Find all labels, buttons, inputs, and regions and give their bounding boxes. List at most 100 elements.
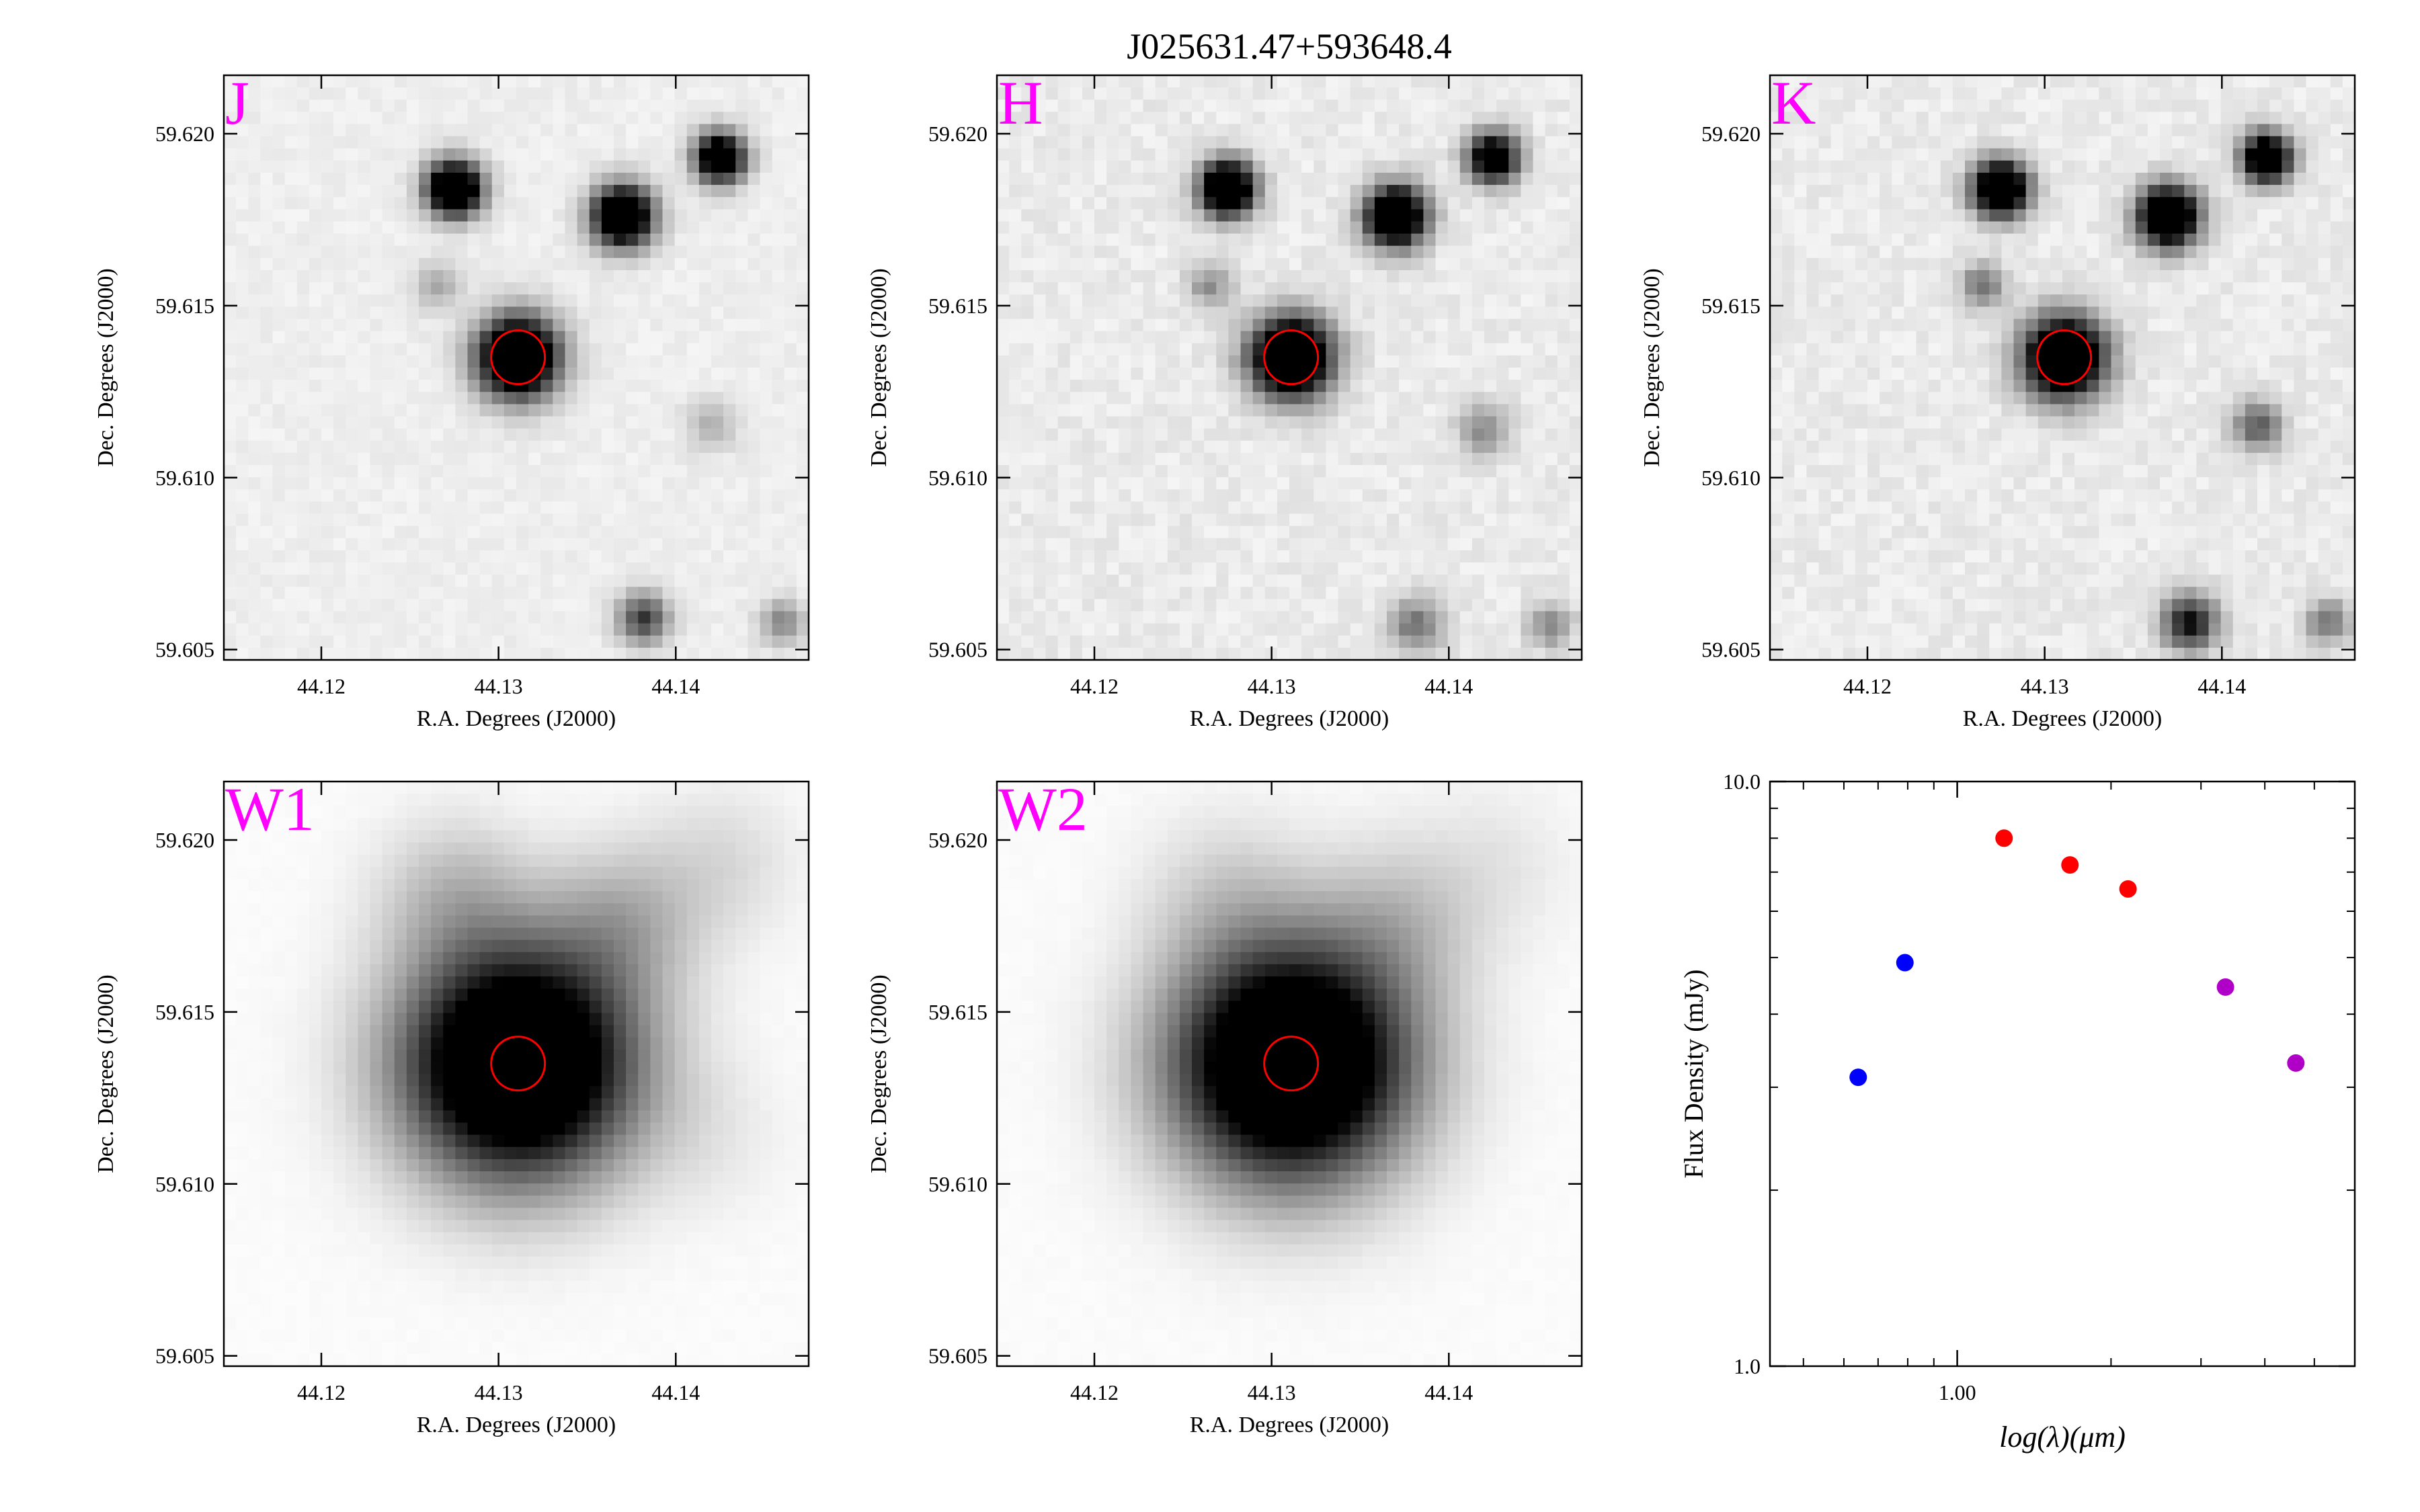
image-pixel xyxy=(1289,440,1302,454)
image-pixel xyxy=(1057,404,1071,417)
image-pixel xyxy=(1094,599,1107,612)
image-pixel xyxy=(382,294,395,307)
image-pixel xyxy=(491,124,505,137)
image-pixel xyxy=(650,392,663,405)
image-pixel xyxy=(431,526,444,539)
image-pixel xyxy=(333,526,346,539)
image-pixel xyxy=(516,550,529,563)
image-pixel xyxy=(419,404,432,417)
image-pixel xyxy=(1009,75,1022,88)
image-pixel xyxy=(1569,477,1582,490)
image-pixel xyxy=(1277,513,1290,527)
image-pixel xyxy=(748,404,760,417)
image-pixel xyxy=(455,270,468,283)
image-pixel xyxy=(601,647,614,661)
image-pixel xyxy=(553,368,565,380)
image-pixel xyxy=(467,257,481,271)
image-pixel xyxy=(1326,538,1338,551)
image-pixel xyxy=(455,575,468,587)
image-pixel xyxy=(479,647,493,661)
image-pixel xyxy=(1435,477,1449,490)
image-pixel xyxy=(1952,148,1966,161)
image-pixel xyxy=(503,465,517,478)
image-pixel xyxy=(528,538,541,551)
image-pixel xyxy=(2160,136,2173,149)
image-pixel xyxy=(1143,148,1156,161)
image-pixel xyxy=(467,87,481,100)
image-pixel xyxy=(1338,526,1351,539)
image-pixel xyxy=(674,160,688,173)
image-pixel xyxy=(1094,343,1107,356)
image-pixel xyxy=(772,306,785,319)
image-pixel xyxy=(260,368,273,380)
image-pixel xyxy=(760,513,773,527)
image-pixel xyxy=(406,392,419,405)
image-pixel xyxy=(1326,635,1338,648)
image-pixel xyxy=(1179,294,1193,307)
image-pixel xyxy=(1119,331,1131,344)
image-pixel xyxy=(1423,452,1436,466)
image-pixel xyxy=(455,538,468,551)
image-pixel xyxy=(479,440,493,454)
image-pixel xyxy=(662,112,676,124)
image-pixel xyxy=(1447,306,1461,319)
image-pixel xyxy=(2269,136,2282,149)
image-pixel xyxy=(638,319,651,332)
image-pixel xyxy=(406,343,419,356)
image-pixel xyxy=(528,526,541,539)
image-pixel xyxy=(1471,368,1485,380)
image-pixel xyxy=(760,477,773,490)
image-pixel xyxy=(503,355,517,368)
image-pixel xyxy=(321,173,334,185)
image-pixel xyxy=(614,428,627,442)
image-pixel xyxy=(1179,526,1193,539)
image-pixel xyxy=(735,124,748,137)
image-pixel xyxy=(1484,197,1497,210)
image-pixel xyxy=(309,233,322,247)
image-pixel xyxy=(1411,355,1424,368)
image-pixel xyxy=(1204,124,1217,137)
image-pixel xyxy=(711,440,724,454)
image-pixel xyxy=(1533,647,1546,661)
image-pixel xyxy=(1155,611,1168,624)
image-pixel xyxy=(370,282,383,295)
image-pixel xyxy=(553,257,565,271)
image-pixel xyxy=(1143,233,1156,247)
image-pixel xyxy=(1326,623,1338,636)
image-pixel xyxy=(589,599,602,612)
image-pixel xyxy=(321,538,334,551)
image-pixel xyxy=(1435,319,1449,332)
image-pixel xyxy=(491,233,505,247)
image-pixel xyxy=(997,160,1010,173)
image-pixel xyxy=(1179,270,1193,283)
image-pixel xyxy=(528,112,541,124)
image-pixel xyxy=(1289,221,1302,235)
image-pixel xyxy=(1569,440,1582,454)
image-pixel xyxy=(1143,526,1156,539)
image-pixel xyxy=(455,611,468,624)
image-pixel xyxy=(2306,124,2319,137)
image-pixel xyxy=(431,575,444,587)
image-pixel xyxy=(711,331,724,344)
image-pixel xyxy=(1057,428,1071,442)
image-pixel xyxy=(382,465,395,478)
image-pixel xyxy=(1447,428,1461,442)
image-pixel xyxy=(1216,392,1229,405)
image-pixel xyxy=(1155,124,1168,137)
image-pixel xyxy=(662,343,676,356)
image-pixel xyxy=(711,148,724,161)
image-pixel xyxy=(2038,87,2051,100)
image-pixel xyxy=(1545,355,1558,368)
image-pixel xyxy=(1362,380,1375,392)
image-pixel xyxy=(1545,368,1558,380)
image-pixel xyxy=(1167,477,1180,490)
image-pixel xyxy=(1216,209,1229,222)
image-pixel xyxy=(2099,124,2111,137)
image-pixel xyxy=(260,538,273,551)
image-pixel xyxy=(1228,209,1241,222)
image-pixel xyxy=(333,538,346,551)
image-pixel xyxy=(479,245,493,259)
image-pixel xyxy=(2184,136,2197,149)
image-pixel xyxy=(1545,173,1558,185)
image-pixel xyxy=(1289,562,1302,575)
